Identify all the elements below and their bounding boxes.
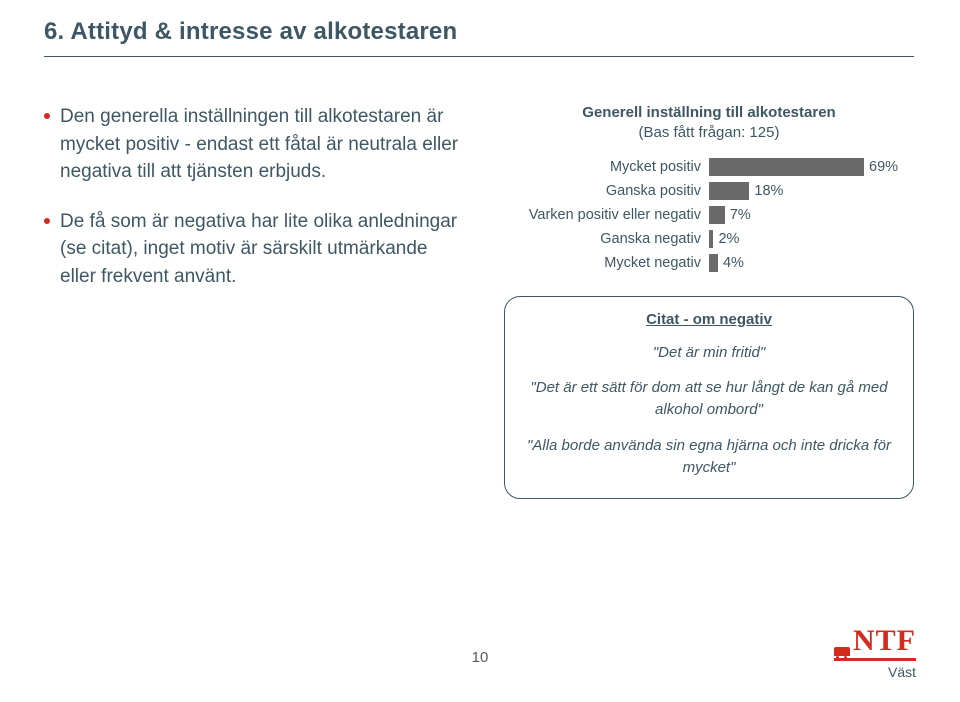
chart-label: Varken positiv eller negativ bbox=[504, 207, 709, 223]
quote-heading: Citat - om negativ bbox=[527, 311, 891, 328]
chart-bar-cell: 4% bbox=[709, 254, 914, 272]
title-row: 6. Attityd & intresse av alkotestaren bbox=[44, 18, 916, 46]
quote-box: Citat - om negativ "Det är min fritid" "… bbox=[504, 296, 914, 500]
bullet-list: Den generella inställningen till alkotes… bbox=[44, 103, 464, 499]
chart-label: Ganska positiv bbox=[504, 183, 709, 199]
chart-label: Mycket positiv bbox=[504, 159, 709, 175]
chart-label: Mycket negativ bbox=[504, 255, 709, 271]
chart-panel: Generell inställning till alkotestaren (… bbox=[504, 103, 914, 499]
chart-value: 18% bbox=[754, 183, 783, 199]
chart-bar-cell: 2% bbox=[709, 230, 914, 248]
bullet-text: De få som är negativa har lite olika anl… bbox=[60, 208, 464, 291]
bar-chart: Mycket positiv 69% Ganska positiv 18% Varken… bbox=[504, 158, 914, 272]
chart-label: Ganska negativ bbox=[504, 231, 709, 247]
quote-text: "Det är min fritid" bbox=[527, 342, 891, 364]
chart-bar bbox=[709, 230, 713, 248]
page-title: 6. Attityd & intresse av alkotestaren bbox=[44, 18, 457, 46]
chart-title: Generell inställning till alkotestaren (… bbox=[504, 103, 914, 144]
chart-value: 69% bbox=[869, 159, 898, 175]
logo-underline-icon bbox=[834, 658, 916, 661]
chart-bar bbox=[709, 206, 725, 224]
chart-row: Mycket positiv 69% bbox=[504, 158, 914, 176]
chart-row: Ganska positiv 18% bbox=[504, 182, 914, 200]
chart-bar-cell: 18% bbox=[709, 182, 914, 200]
logo-subtext: Väst bbox=[834, 664, 916, 680]
chart-row: Mycket negativ 4% bbox=[504, 254, 914, 272]
chart-row: Ganska negativ 2% bbox=[504, 230, 914, 248]
logo-top: NTF bbox=[834, 626, 916, 656]
car-icon bbox=[834, 647, 850, 656]
logo: NTF Väst bbox=[834, 626, 916, 680]
chart-bar bbox=[709, 254, 718, 272]
quote-text: "Alla borde använda sin egna hjärna och … bbox=[527, 435, 891, 479]
chart-bar-cell: 7% bbox=[709, 206, 914, 224]
chart-bar-cell: 69% bbox=[709, 158, 914, 176]
chart-value: 4% bbox=[723, 255, 744, 271]
chart-row: Varken positiv eller negativ 7% bbox=[504, 206, 914, 224]
quote-text: "Det är ett sätt för dom att se hur lång… bbox=[527, 377, 891, 421]
chart-title-line2: (Bas fått frågan: 125) bbox=[639, 124, 780, 141]
chart-bar bbox=[709, 182, 749, 200]
bullet-text: Den generella inställningen till alkotes… bbox=[60, 103, 464, 186]
title-underline bbox=[44, 56, 914, 57]
slide-page: 6. Attityd & intresse av alkotestaren De… bbox=[0, 0, 960, 702]
bullet-dot-icon bbox=[44, 218, 50, 224]
bullet-item: De få som är negativa har lite olika anl… bbox=[44, 208, 464, 291]
bullet-item: Den generella inställningen till alkotes… bbox=[44, 103, 464, 186]
page-number: 10 bbox=[472, 649, 489, 666]
chart-value: 2% bbox=[718, 231, 739, 247]
logo-text: NTF bbox=[853, 626, 916, 656]
body-row: Den generella inställningen till alkotes… bbox=[44, 103, 916, 499]
chart-title-line1: Generell inställning till alkotestaren bbox=[582, 104, 835, 121]
chart-bar bbox=[709, 158, 864, 176]
bullet-dot-icon bbox=[44, 113, 50, 119]
chart-value: 7% bbox=[730, 207, 751, 223]
